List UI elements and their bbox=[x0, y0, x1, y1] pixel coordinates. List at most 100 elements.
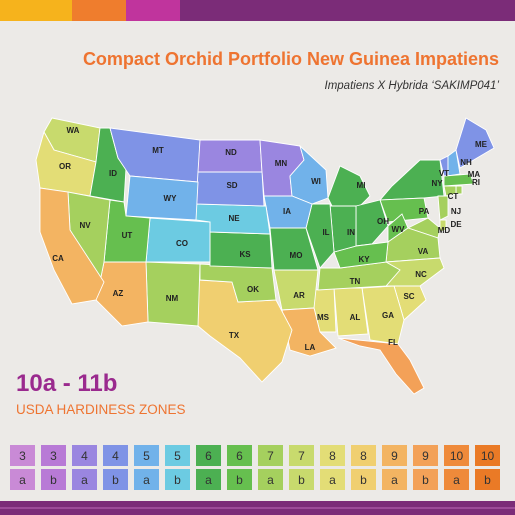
legend-zone-number: 7 bbox=[258, 445, 283, 466]
legend-zone-subzone: a bbox=[382, 469, 407, 490]
legend-zone-number: 8 bbox=[320, 445, 345, 466]
state-label-or: OR bbox=[59, 162, 71, 171]
state-label-nh: NH bbox=[460, 158, 472, 167]
legend-zone-number: 7 bbox=[289, 445, 314, 466]
state-pa bbox=[379, 197, 429, 223]
state-label-wa: WA bbox=[67, 126, 80, 135]
state-label-ct: CT bbox=[448, 192, 459, 201]
zone-caption: USDA HARDINESS ZONES bbox=[16, 402, 186, 417]
state-label-md: MD bbox=[438, 226, 451, 235]
legend-zone-number: 6 bbox=[227, 445, 252, 466]
state-label-nd: ND bbox=[225, 148, 237, 157]
legend-zone-number: 5 bbox=[134, 445, 159, 466]
state-label-ia: IA bbox=[283, 207, 291, 216]
state-label-ne: NE bbox=[228, 214, 240, 223]
zone-range: 10a - 11b bbox=[16, 370, 118, 397]
state-label-ri: RI bbox=[472, 178, 480, 187]
state-label-il: IL bbox=[322, 228, 329, 237]
state-label-ut: UT bbox=[122, 231, 133, 240]
state-regions bbox=[35, 117, 495, 395]
legend-zone-number: 8 bbox=[351, 445, 376, 466]
legend-zone-subzone: b bbox=[289, 469, 314, 490]
state-label-vt: VT bbox=[439, 169, 449, 178]
state-label-tn: TN bbox=[350, 277, 361, 286]
legend-zone-number: 3 bbox=[10, 445, 35, 466]
state-ga bbox=[361, 285, 405, 345]
legend-zone-number: 4 bbox=[103, 445, 128, 466]
state-ct bbox=[443, 185, 457, 197]
top-bar-yellow bbox=[0, 0, 72, 21]
bottom-bar bbox=[0, 501, 515, 515]
state-label-id: ID bbox=[109, 169, 117, 178]
state-label-sd: SD bbox=[226, 181, 237, 190]
state-ia bbox=[263, 195, 313, 229]
state-label-nj: NJ bbox=[451, 207, 461, 216]
state-label-nc: NC bbox=[415, 270, 427, 279]
state-label-az: AZ bbox=[113, 289, 124, 298]
state-label-fl: FL bbox=[388, 338, 398, 347]
legend-zone-number: 9 bbox=[413, 445, 438, 466]
state-ar bbox=[273, 269, 319, 311]
legend-zone-subzone: b bbox=[413, 469, 438, 490]
state-label-wy: WY bbox=[164, 194, 178, 203]
state-label-al: AL bbox=[350, 313, 361, 322]
legend-zone-subzone: b bbox=[165, 469, 190, 490]
top-color-bar bbox=[0, 0, 515, 21]
state-label-nv: NV bbox=[79, 221, 91, 230]
top-bar-orange bbox=[72, 0, 126, 21]
legend-zone-subzone: b bbox=[475, 469, 500, 490]
state-label-co: CO bbox=[176, 239, 188, 248]
state-label-ca: CA bbox=[52, 254, 64, 263]
legend-zone-subzone: a bbox=[10, 469, 35, 490]
state-label-pa: PA bbox=[419, 207, 430, 216]
page-title: Compact Orchid Portfolio New Guinea Impa… bbox=[82, 49, 499, 69]
zone-legend: 3 a 3 b 4 a 4 b 5 a 5 b 6 a 6 b 7 a 7 b 8 a 8 b 9 a 9 b 10 a 10 b bbox=[10, 445, 506, 495]
state-label-ms: MS bbox=[317, 313, 330, 322]
legend-zone-subzone: a bbox=[134, 469, 159, 490]
state-label-wi: WI bbox=[311, 177, 321, 186]
state-label-in: IN bbox=[347, 228, 355, 237]
state-label-tx: TX bbox=[229, 331, 240, 340]
state-label-ny: NY bbox=[431, 179, 443, 188]
legend-zone-subzone: a bbox=[196, 469, 221, 490]
state-label-la: LA bbox=[305, 343, 316, 352]
state-label-de: DE bbox=[450, 220, 462, 229]
state-al bbox=[333, 287, 369, 337]
legend-zone-number: 3 bbox=[41, 445, 66, 466]
legend-zone-subzone: a bbox=[320, 469, 345, 490]
bottom-bar-stripe bbox=[0, 507, 515, 509]
state-wy bbox=[125, 175, 199, 221]
botanical-name: Impatiens X Hybrida ‘SAKIMP041’ bbox=[324, 80, 500, 92]
state-label-mi: MI bbox=[357, 181, 366, 190]
legend-zone-subzone: b bbox=[103, 469, 128, 490]
legend-zone-number: 10 bbox=[444, 445, 469, 466]
legend-zone-subzone: b bbox=[227, 469, 252, 490]
state-label-ok: OK bbox=[247, 285, 259, 294]
state-label-mt: MT bbox=[152, 146, 164, 155]
state-label-mn: MN bbox=[275, 159, 288, 168]
legend-zone-subzone: b bbox=[351, 469, 376, 490]
top-bar-magenta bbox=[126, 0, 180, 21]
legend-zone-number: 9 bbox=[382, 445, 407, 466]
state-ca bbox=[39, 187, 105, 305]
legend-zone-number: 4 bbox=[72, 445, 97, 466]
legend-zone-subzone: a bbox=[72, 469, 97, 490]
legend-zone-number: 10 bbox=[475, 445, 500, 466]
state-nj bbox=[437, 195, 449, 221]
state-me bbox=[455, 117, 495, 169]
legend-zone-subzone: a bbox=[444, 469, 469, 490]
state-label-mo: MO bbox=[290, 251, 303, 260]
legend-zone-number: 5 bbox=[165, 445, 190, 466]
state-label-me: ME bbox=[475, 140, 488, 149]
state-la bbox=[281, 307, 337, 357]
state-label-ks: KS bbox=[239, 250, 251, 259]
state-label-ar: AR bbox=[293, 291, 305, 300]
legend-zone-number: 6 bbox=[196, 445, 221, 466]
state-label-ga: GA bbox=[382, 311, 394, 320]
state-label-va: VA bbox=[418, 247, 429, 256]
state-label-ky: KY bbox=[358, 255, 370, 264]
state-label-wv: WV bbox=[392, 225, 406, 234]
state-label-ma: MA bbox=[468, 170, 481, 179]
